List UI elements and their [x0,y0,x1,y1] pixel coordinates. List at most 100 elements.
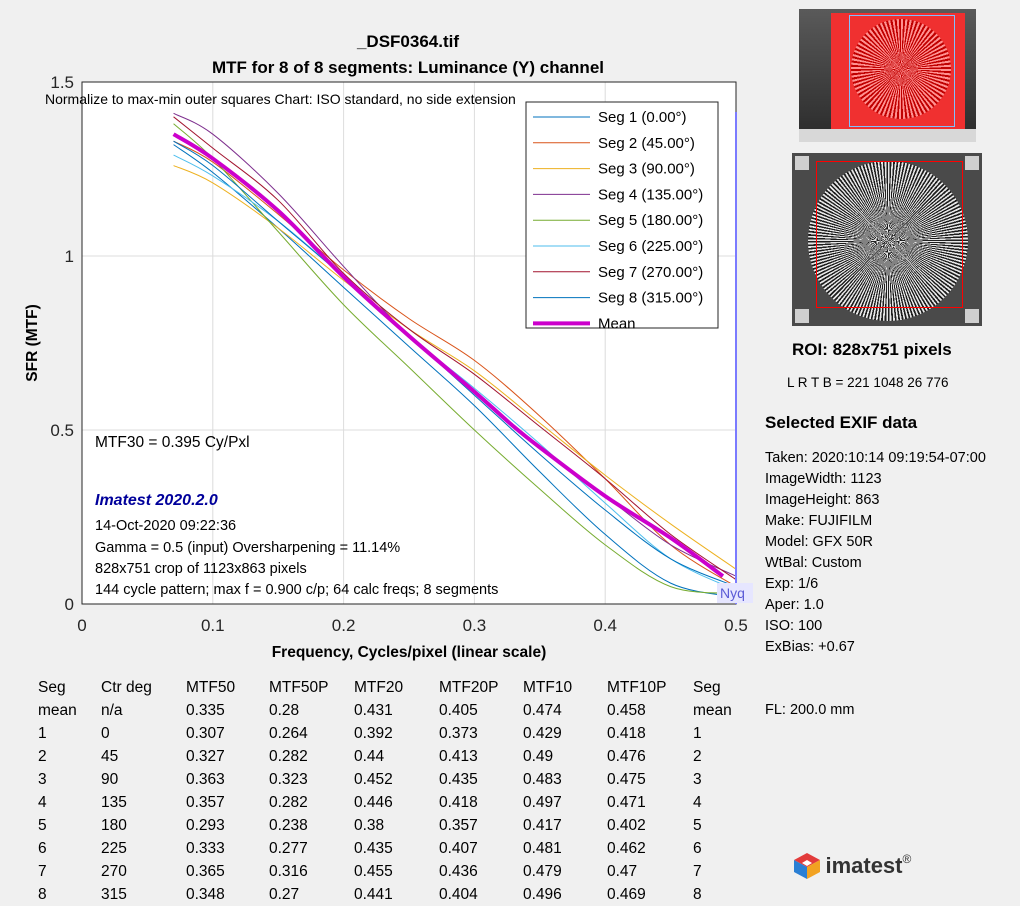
table-cell: 0.429 [523,725,562,742]
normalize-note: Normalize to max-min outer squares Chart… [45,91,516,107]
table-header-cell: MTF10P [607,679,667,696]
table-cell: 0 [101,725,110,742]
imatest-logo-mark: ® [902,852,912,866]
table-row: 5 180 0.293 0.238 0.38 0.357 0.417 0.402 5 [38,814,733,837]
mtf-chart: _DSF0364.tif MTF for 8 of 8 segments: Lu… [24,32,753,661]
mtf30-text: MTF30 = 0.395 Cy/Pxl [95,434,250,451]
legend-label: Seg 8 (315.00°) [598,290,703,307]
table-cell: 0.471 [607,794,646,811]
table-row: 4 135 0.357 0.282 0.446 0.418 0.497 0.471 4 [38,791,733,814]
table-cell: 0.335 [186,702,225,719]
roi-box [816,161,963,308]
table-header-row: Seg Ctr deg MTF50 MTF50P MTF20 MTF20P MTF10 MTF… [38,676,733,699]
table-cell: 6 [693,840,702,857]
table-cell: 0.293 [186,817,225,834]
y-tick-label: 0 [65,595,74,614]
legend-label: Seg 4 (135.00°) [598,186,703,203]
table-cell: 7 [693,863,702,880]
table-header-cell: MTF20P [439,679,499,696]
table-row: 6 225 0.333 0.277 0.435 0.407 0.481 0.462 6 [38,837,733,860]
table-cell: 0.455 [354,863,393,880]
series-line-9 [172,132,725,578]
table-header-cell: MTF50 [186,679,236,696]
table-cell: 0.481 [523,840,562,857]
imatest-version: Imatest 2020.2.0 [95,492,218,509]
table-header-cell: Ctr deg [101,679,152,696]
table-cell: 0.27 [269,886,300,903]
series-lines [172,112,737,598]
table-cell: 1 [693,725,702,742]
table-cell: 0.282 [269,748,308,765]
legend-label: Seg 2 (45.00°) [598,135,695,152]
series-line-2 [173,140,737,588]
legend-label: Seg 1 (0.00°) [598,109,687,126]
table-cell: 0.348 [186,886,225,903]
roi-corner-square [795,309,809,323]
table-cell: 8 [38,886,47,903]
table-row: 1 0 0.307 0.264 0.392 0.373 0.429 0.418 1 [38,722,733,745]
table-header-cell: MTF10 [523,679,573,696]
table-cell: 0.436 [439,863,478,880]
legend-label: Seg 6 (225.00°) [598,238,703,255]
table-cell: 0.277 [269,840,308,857]
crop-text: 828x751 crop of 1123x863 pixels [95,561,307,577]
table-cell: 0.497 [523,794,562,811]
table-cell: 0.418 [439,794,478,811]
table-cell: 0.404 [439,886,478,903]
exif-exposure: Exp: 1/6 [765,576,819,592]
exif-exposure-bias: ExBias: +0.67 [765,639,855,655]
table-cell: 0.407 [439,840,478,857]
series-line-1 [173,144,737,598]
exif-aperture: Aper: 1.0 [765,597,824,613]
x-axis-label: Frequency, Cycles/pixel (linear scale) [272,644,547,661]
thumbnail-bottom-strip [799,129,976,142]
x-tick-label: 0.5 [724,616,748,635]
table-row: 2 45 0.327 0.282 0.44 0.413 0.49 0.476 2 [38,745,733,768]
table-cell: 0.479 [523,863,562,880]
x-tick-label: 0.4 [593,616,617,635]
table-cell: 0.365 [186,863,225,880]
roi-corner-square [965,309,979,323]
imatest-logo: imatest® [793,852,911,880]
table-cell: 0.357 [186,794,225,811]
legend: Seg 1 (0.00°) Seg 2 (45.00°) Seg 3 (90.00°… [533,109,703,332]
thumbnail-roi-box [849,15,955,127]
exif-image-width: ImageWidth: 1123 [765,471,882,487]
exif-title: Selected EXIF data [765,413,918,432]
table-cell: 0.458 [607,702,646,719]
y-axis-label: SFR (MTF) [24,304,41,381]
exif-taken: Taken: 2020:10:14 09:19:54-07:00 [765,450,986,466]
table-cell: n/a [101,702,123,719]
table-cell: 0.363 [186,771,225,788]
table-cell: 0.49 [523,748,554,765]
roi-star-pattern [808,161,968,321]
exif-model: Model: GFX 50R [765,534,873,550]
table-cell: 135 [101,794,127,811]
table-cell: 0.373 [439,725,478,742]
legend-label: Seg 5 (180.00°) [598,212,703,229]
table-cell: 0.333 [186,840,225,857]
chart-subtitle: MTF for 8 of 8 segments: Luminance (Y) c… [212,58,604,77]
x-tick-label: 0 [77,616,86,635]
table-cell: 0.496 [523,886,562,903]
x-tick-label: 0.1 [201,616,225,635]
series-line-7 [173,116,737,581]
y-tick-label: 0.5 [50,421,74,440]
table-cell: 0.47 [607,863,638,880]
table-row: mean n/a 0.335 0.28 0.431 0.405 0.474 0.458 mean [38,699,733,722]
table-cell: 0.476 [607,748,646,765]
table-row: 8 315 0.348 0.27 0.441 0.404 0.496 0.469 8 [38,883,733,906]
table-cell: 0.413 [439,748,478,765]
table-cell: 1 [38,725,47,742]
table-cell: 0.431 [354,702,393,719]
roi-corner-square [795,156,809,170]
table-cell: 0.441 [354,886,393,903]
table-cell: 0.435 [354,840,393,857]
axis-ticks: 0 0.1 0.2 0.3 0.4 0.5 0 0.5 1 1.5 [50,73,747,635]
legend-label: Seg 3 (90.00°) [598,161,695,178]
table-cell: 0.402 [607,817,646,834]
roi-title: ROI: 828x751 pixels [792,340,952,359]
table-header-cell: MTF20 [354,679,404,696]
roi-corner-square [965,156,979,170]
table-cell: 0.238 [269,817,308,834]
